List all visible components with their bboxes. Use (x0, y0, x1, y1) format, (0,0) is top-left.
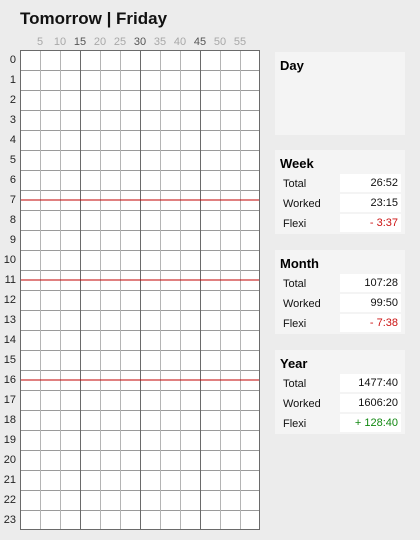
minute-label: 35 (153, 36, 167, 48)
hour-label: 8 (9, 214, 16, 226)
week-total-label: Total (283, 178, 307, 190)
hour-label: 12 (3, 294, 16, 306)
month-panel-title: Month (280, 256, 319, 271)
hour-label: 4 (9, 134, 16, 146)
month-total-value: 107:28 (340, 274, 401, 292)
minute-label: 55 (233, 36, 247, 48)
hour-label: 3 (9, 114, 16, 126)
month-worked-value: 99:50 (340, 294, 401, 312)
week-panel: Week Total 26:52 Worked 23:15 Flexi - 3:… (275, 150, 405, 234)
minute-label: 15 (73, 36, 87, 48)
hour-label: 13 (3, 314, 16, 326)
grid-border (20, 50, 260, 530)
time-grid-canvas[interactable] (20, 50, 260, 530)
hour-label: 19 (3, 434, 16, 446)
hour-label: 10 (3, 254, 16, 266)
hour-label: 17 (3, 394, 16, 406)
hour-label: 22 (3, 494, 16, 506)
page-title: Tomorrow | Friday (20, 9, 168, 28)
week-panel-title: Week (280, 156, 314, 171)
time-grid[interactable] (20, 50, 260, 530)
hour-label: 20 (3, 454, 16, 466)
minute-label: 40 (173, 36, 187, 48)
minute-label: 25 (113, 36, 127, 48)
hour-label: 7 (9, 194, 16, 206)
minute-label: 45 (193, 36, 207, 48)
week-worked-value: 23:15 (340, 194, 401, 212)
month-flexi-label: Flexi (283, 318, 307, 330)
hour-label: 21 (3, 474, 16, 486)
minute-label: 10 (53, 36, 67, 48)
hour-label: 15 (3, 354, 16, 366)
minute-axis: 5 10 15 20 25 30 35 40 45 50 55 (20, 36, 260, 50)
hour-label: 5 (9, 154, 16, 166)
hour-label: 1 (9, 74, 16, 86)
month-worked-label: Worked (283, 298, 321, 310)
year-panel: Year Total 1477:40 Worked 1606:20 Flexi … (275, 350, 405, 434)
month-total-label: Total (283, 278, 307, 290)
hour-label: 16 (3, 374, 16, 386)
year-flexi-label: Flexi (283, 418, 307, 430)
hour-label: 18 (3, 414, 16, 426)
year-worked-value: 1606:20 (340, 394, 401, 412)
hour-label: 14 (3, 334, 16, 346)
week-worked-label: Worked (283, 198, 321, 210)
week-flexi-label: Flexi (283, 218, 307, 230)
year-flexi-value: + 128:40 (340, 414, 401, 432)
year-worked-label: Worked (283, 398, 321, 410)
hour-label: 11 (4, 274, 16, 286)
minute-label: 50 (213, 36, 227, 48)
week-total-value: 26:52 (340, 174, 401, 192)
minute-label: 20 (93, 36, 107, 48)
year-total-label: Total (283, 378, 307, 390)
hour-label: 6 (9, 174, 16, 186)
year-panel-title: Year (280, 356, 308, 371)
month-flexi-value: - 7:38 (340, 314, 401, 332)
day-panel: Day (275, 52, 405, 135)
minute-label: 5 (36, 36, 44, 48)
month-panel: Month Total 107:28 Worked 99:50 Flexi - … (275, 250, 405, 334)
hour-label: 0 (9, 54, 16, 66)
year-total-value: 1477:40 (340, 374, 401, 392)
week-flexi-value: - 3:37 (340, 214, 401, 232)
day-panel-title: Day (280, 58, 304, 73)
hour-label: 2 (9, 94, 16, 106)
hour-label: 23 (3, 514, 16, 526)
hour-label: 9 (9, 234, 16, 246)
minute-label: 30 (133, 36, 147, 48)
